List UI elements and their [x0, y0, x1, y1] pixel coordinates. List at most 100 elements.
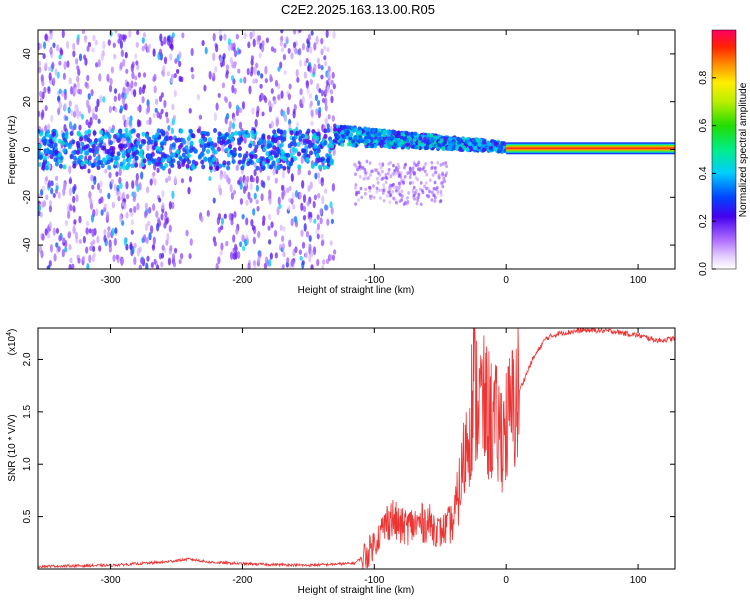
spectrogram-cell	[147, 220, 151, 227]
spectrogram-cell	[375, 186, 379, 191]
spectrogram-y-tick-label: -20	[22, 190, 33, 205]
spectrogram-cell	[152, 171, 156, 177]
spectrogram-cell	[203, 84, 207, 92]
spectrogram-cell	[266, 134, 271, 140]
spectrogram-cell	[358, 164, 362, 169]
spectrogram-cell	[114, 227, 118, 234]
spectrogram-cell	[225, 72, 229, 79]
spectrogram-cell	[295, 69, 299, 78]
spectrogram-cell	[213, 241, 217, 247]
spectrogram-cell	[294, 47, 298, 55]
spectrogram-cell	[313, 218, 317, 224]
spectrogram-cell	[145, 120, 150, 125]
spectrogram-cell	[419, 181, 423, 185]
spectrogram-cell	[302, 205, 307, 213]
spectrogram-cell	[447, 145, 452, 150]
spectrogram-cell	[441, 146, 446, 152]
spectrogram-cell	[317, 63, 321, 70]
spectrogram-cell	[180, 252, 184, 260]
spectrogram-cell	[388, 190, 391, 195]
spectrogram-cell	[177, 137, 182, 143]
spectrogram-cell	[52, 131, 57, 137]
spectrogram-cell	[90, 163, 95, 169]
spectrogram-cell	[291, 192, 295, 200]
spectrogram-cell	[430, 160, 434, 165]
spectrogram-cell	[185, 229, 189, 237]
spectrogram-cell	[133, 205, 137, 214]
spectrogram-cell	[71, 263, 75, 269]
spectrogram-cell	[294, 148, 299, 154]
spectrogram-cell	[47, 233, 51, 239]
spectrogram-cell	[230, 251, 234, 260]
spectrogram-cell	[115, 171, 119, 177]
spectrogram-cell	[327, 65, 331, 74]
spectrogram-cell	[412, 185, 416, 190]
spectrogram-cell	[252, 140, 256, 147]
spectrogram-cell	[218, 30, 222, 36]
spectrogram-cell	[138, 144, 143, 150]
spectrogram-cell	[252, 78, 256, 84]
spectrogram-cell	[136, 64, 140, 71]
spectrogram-cell	[353, 134, 358, 140]
spectrogram-cell	[38, 154, 43, 160]
spectrogram-cell	[78, 215, 82, 224]
spectrogram-cell	[92, 239, 96, 245]
spectrogram-cell	[301, 241, 306, 249]
spectrogram-cell	[57, 191, 61, 199]
spectrogram-cell	[77, 159, 82, 165]
spectrogram-cell	[152, 48, 156, 57]
spectrogram-cell	[354, 202, 357, 206]
spectrogram-cell	[48, 200, 53, 206]
spectrogram-cell	[300, 133, 305, 139]
spectrogram-cell	[138, 86, 142, 95]
spectrogram-cell	[324, 88, 328, 95]
spectrogram-cell	[154, 107, 158, 113]
spectrogram-cell	[131, 71, 135, 80]
spectrogram-cell	[227, 43, 231, 51]
spectrogram-cell	[58, 88, 62, 94]
spectrogram-cell	[170, 162, 175, 168]
spectrogram-cell	[288, 83, 292, 90]
spectrogram-cell	[98, 198, 102, 205]
spectrogram-cell	[317, 172, 321, 179]
spectrogram-cell	[340, 142, 345, 147]
spectrogram-cell	[237, 139, 242, 145]
spectrogram-cell	[451, 141, 456, 146]
spectrogram-cell	[290, 52, 294, 60]
spectrogram-cell	[44, 165, 49, 171]
spectrogram-cell	[235, 33, 239, 40]
spectrogram-cell	[305, 230, 310, 238]
spectrogram-cell	[160, 108, 164, 115]
spectrogram-cell	[171, 190, 175, 200]
spectrogram-cell	[282, 53, 287, 61]
spectrogram-cell	[82, 235, 86, 244]
spectrogram-cell	[217, 256, 221, 265]
spectrogram-cell	[253, 192, 257, 200]
spectrogram-cell	[146, 140, 151, 146]
spectrogram-cell	[208, 165, 213, 171]
spectrogram-cell	[274, 177, 278, 184]
spectrogram-cell	[65, 116, 69, 121]
spectrogram-cell	[226, 165, 231, 171]
spectrogram-cell	[44, 62, 48, 69]
spectrogram-cell	[118, 191, 122, 197]
spectrogram-cell	[66, 40, 70, 50]
spectrogram-cell	[358, 174, 362, 179]
spectrogram-cell	[427, 194, 430, 198]
spectrogram-cell	[380, 169, 384, 174]
spectrogram-cell	[324, 104, 328, 112]
spectrogram-cell	[167, 124, 171, 131]
spectrogram-cell	[330, 143, 335, 149]
spectrogram-cell	[315, 35, 319, 45]
spectrogram-cell	[294, 246, 298, 254]
spectrogram-cell	[397, 188, 401, 192]
spectrogram-cell	[387, 167, 391, 172]
spectrogram-cell	[225, 64, 230, 71]
spectrogram-cell	[63, 61, 67, 70]
spectrogram-cell	[38, 110, 41, 117]
spectrogram-cell	[169, 53, 173, 61]
spectrogram-cell	[134, 75, 138, 81]
spectrogram-cell	[310, 264, 314, 269]
spectrogram-cell	[229, 120, 233, 130]
spectrogram-cell	[49, 244, 54, 253]
